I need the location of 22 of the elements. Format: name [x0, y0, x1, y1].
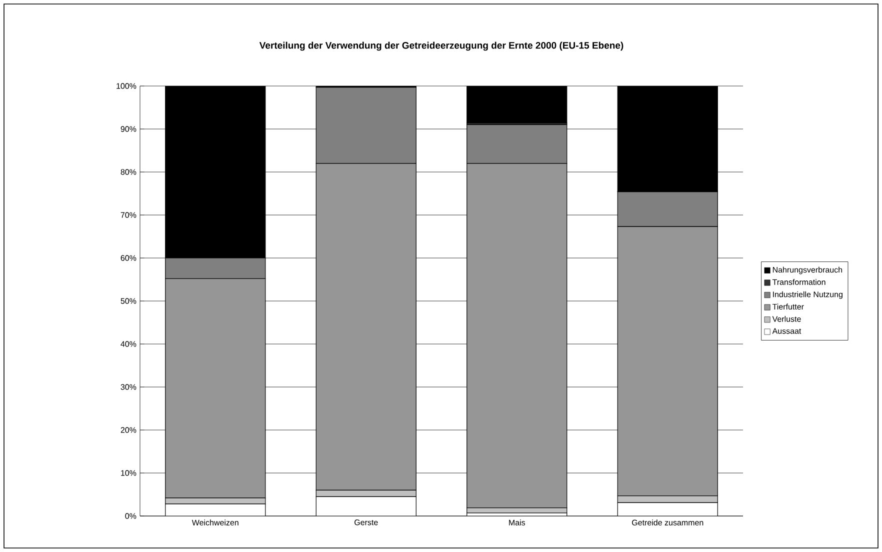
y-tick-label: 60% — [120, 255, 136, 261]
x-tick-label: Gerste — [354, 520, 378, 526]
y-tick-label: 80% — [120, 169, 136, 175]
x-tick-label: Weichweizen — [192, 520, 238, 526]
y-tick-label: 50% — [120, 298, 136, 304]
chart-title: Verteilung der Verwendung der Getreideerzeugung der Ernte 2000 (EU-15 Ebene) — [259, 42, 624, 51]
y-tick-label: 20% — [120, 427, 136, 433]
y-tick-label: 10% — [121, 470, 136, 476]
legend-label: Tierfutter — [772, 304, 804, 310]
y-tick-label: 30% — [120, 384, 136, 390]
legend-label: Nahrungsverbrauch — [772, 266, 842, 274]
y-tick-label: 0% — [125, 513, 136, 519]
legend-label: Transformation — [772, 279, 826, 285]
y-tick-label: 70% — [120, 212, 136, 218]
y-tick-label: 100% — [116, 83, 136, 89]
legend-label: Aussaat — [772, 328, 802, 334]
x-tick-label: Getreide zusammen — [632, 520, 704, 526]
legend-label: Verluste — [772, 316, 801, 322]
x-tick-label: Mais — [509, 520, 526, 526]
y-tick-label: 90% — [120, 126, 136, 132]
legend-label: Industrielle Nutzung — [773, 291, 842, 299]
y-tick-label: 40% — [120, 341, 136, 347]
